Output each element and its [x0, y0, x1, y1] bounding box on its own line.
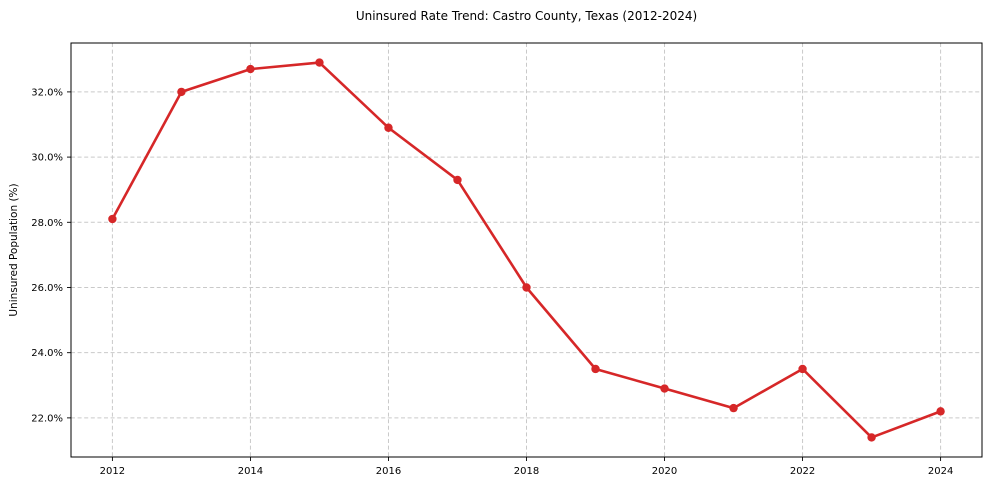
y-tick-label: 26.0% [31, 283, 63, 294]
x-tick-label: 2016 [376, 466, 401, 477]
data-point-2015 [315, 58, 324, 67]
x-tick-label: 2018 [514, 466, 539, 477]
data-point-2024 [936, 407, 945, 416]
data-point-2016 [384, 123, 393, 132]
data-point-2022 [798, 364, 807, 374]
y-tick-label: 32.0% [31, 87, 63, 98]
x-tick-label: 2012 [100, 466, 125, 477]
data-point-2023 [867, 433, 876, 442]
y-tick-label: 28.0% [31, 218, 63, 229]
data-point-2018 [522, 283, 531, 292]
x-tick-label: 2024 [928, 466, 953, 477]
data-point-2019 [591, 364, 600, 374]
x-tick-label: 2022 [790, 466, 815, 477]
x-tick-label: 2020 [652, 466, 677, 477]
data-point-2013 [177, 87, 186, 97]
data-point-2012 [108, 214, 117, 224]
y-tick-label: 30.0% [31, 153, 63, 164]
x-tick-label: 2014 [238, 466, 263, 477]
y-tick-label: 22.0% [31, 413, 63, 424]
data-point-2014 [246, 64, 255, 74]
y-tick-label: 24.0% [31, 348, 63, 359]
data-point-2017 [453, 175, 462, 185]
chart-title: Uninsured Rate Trend: Castro County, Tex… [355, 9, 698, 23]
data-point-2021 [729, 403, 738, 413]
data-point-2020 [660, 384, 669, 393]
